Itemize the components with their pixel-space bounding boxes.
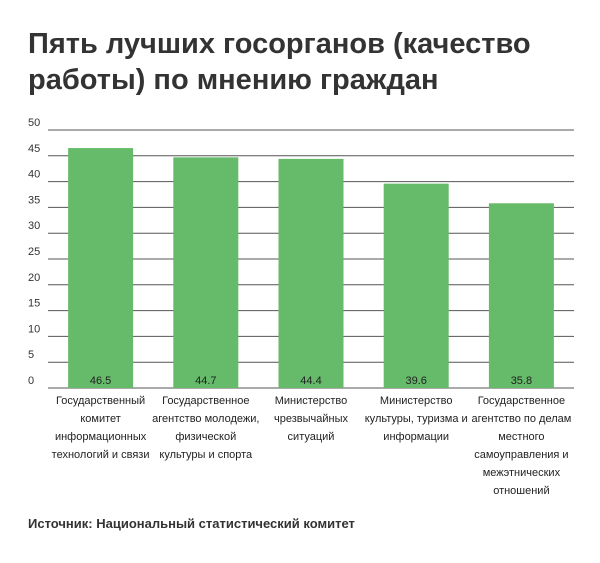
y-tick-label: 10 xyxy=(28,323,40,335)
y-tick-label: 40 xyxy=(28,169,40,181)
category-label-line: культуры и спорта xyxy=(159,449,253,461)
category-label-line: агентство по делам xyxy=(471,413,571,425)
category-label-line: информации xyxy=(383,431,449,443)
y-tick-label: 25 xyxy=(28,246,40,258)
y-tick-label: 30 xyxy=(28,220,40,232)
source-note: Источник: Национальный статистический ко… xyxy=(28,516,355,531)
category-label-line: Министерство xyxy=(275,395,348,407)
data-label: 39.6 xyxy=(405,375,426,387)
category-labels: Государственный комитет информационных техн… xyxy=(52,395,572,497)
category-label-line: чрезвычайных xyxy=(274,413,348,425)
data-label: 46.5 xyxy=(90,375,111,387)
category-label-line: местного xyxy=(498,431,544,443)
bar xyxy=(278,158,344,388)
y-tick-label: 50 xyxy=(28,117,40,129)
category-label-line: информационных xyxy=(55,431,147,443)
x-category-label: Министерство чрезвычайных ситуаций xyxy=(274,395,348,443)
x-category-label: Государственное агентство по делам местног… xyxy=(471,395,571,497)
data-label: 44.7 xyxy=(195,375,216,387)
bar xyxy=(173,157,239,388)
category-label-line: Государственное xyxy=(478,395,565,407)
category-label-line: отношений xyxy=(493,485,549,497)
y-axis-ticks: 0 5 10 15 20 25 30 35 40 45 50 xyxy=(28,117,40,387)
y-tick-label: 35 xyxy=(28,194,40,206)
data-label: 35.8 xyxy=(511,375,532,387)
bar xyxy=(68,148,134,388)
value-labels: 46.5 44.7 44.4 39.6 35.8 xyxy=(90,375,532,387)
y-tick-label: 45 xyxy=(28,143,40,155)
category-label-line: самоуправления и xyxy=(474,449,568,461)
category-label-line: технологий и связи xyxy=(52,449,150,461)
category-label-line: Государственное xyxy=(162,395,249,407)
category-label-line: агентство молодежи, xyxy=(152,413,259,425)
chart-title: Пять лучших госорганов (качество работы)… xyxy=(28,28,531,96)
category-label-line: Государственный xyxy=(56,395,145,407)
category-label-line: межэтнических xyxy=(483,467,561,479)
data-label: 44.4 xyxy=(300,375,321,387)
y-tick-label: 20 xyxy=(28,272,40,284)
y-tick-label: 5 xyxy=(28,349,34,361)
x-category-label: Министерство культуры, туризма и информаци… xyxy=(365,395,468,443)
category-label-line: физической xyxy=(175,431,236,443)
bars xyxy=(68,148,554,388)
category-label-line: ситуаций xyxy=(288,431,335,443)
bar xyxy=(488,203,554,388)
x-category-label: Государственное агентство молодежи, физиче… xyxy=(152,395,259,461)
category-label-line: культуры, туризма и xyxy=(365,413,468,425)
x-category-label: Государственный комитет информационных техн… xyxy=(52,395,150,461)
bar xyxy=(383,183,449,388)
y-tick-label: 0 xyxy=(28,375,34,387)
category-label-line: комитет xyxy=(80,413,120,425)
category-label-line: Министерство xyxy=(380,395,453,407)
y-tick-label: 15 xyxy=(28,298,40,310)
